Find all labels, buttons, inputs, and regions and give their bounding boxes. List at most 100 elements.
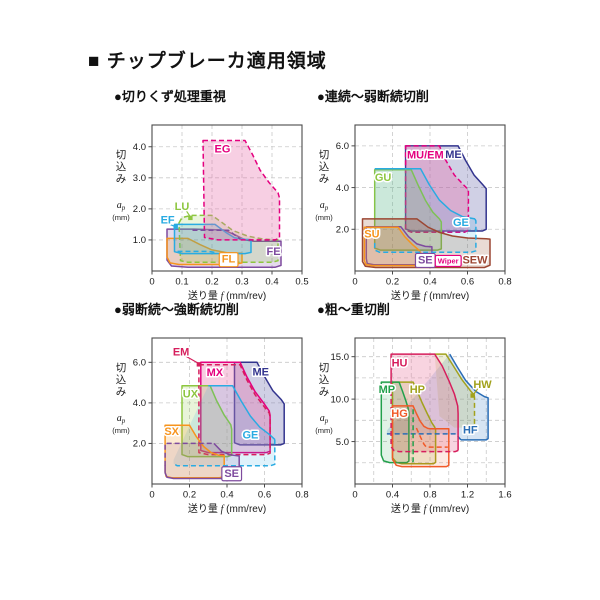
x-tick-label: 0.2 bbox=[183, 490, 196, 501]
region-label-fe: FE bbox=[266, 246, 280, 258]
region-label-hf: HF bbox=[463, 425, 478, 437]
x-tick-label: 0.5 bbox=[295, 277, 308, 288]
region-border-segment bbox=[177, 250, 217, 254]
y-tick-label: 15.0 bbox=[331, 352, 350, 363]
region-em bbox=[198, 364, 271, 456]
region-label-box bbox=[434, 254, 462, 268]
region-label-me: ME bbox=[445, 149, 462, 161]
region-border-segment bbox=[390, 383, 459, 453]
x-tick-label: 1.6 bbox=[498, 490, 511, 501]
label-leader-line bbox=[184, 355, 199, 364]
region-border-segment bbox=[173, 439, 276, 467]
axis-title-y: み bbox=[319, 386, 330, 398]
region-label-ux: UX bbox=[183, 388, 199, 400]
region-mp bbox=[380, 381, 410, 464]
y-tick-label: 5.0 bbox=[336, 437, 349, 448]
region-label-lu: LU bbox=[175, 201, 190, 213]
region-label-mx: MX bbox=[207, 367, 224, 379]
y-tick-label: 10.0 bbox=[331, 394, 350, 405]
region-border-segment bbox=[449, 353, 489, 441]
x-tick-label: 0 bbox=[149, 277, 154, 288]
x-tick-label: 0.4 bbox=[423, 277, 436, 288]
region-label-box bbox=[221, 466, 243, 482]
x-tick-label: 0.1 bbox=[175, 277, 188, 288]
y-tick-label: 3.0 bbox=[133, 173, 146, 184]
chart-block-chip-control: ●切りくず処理重視 0 0.1 0.2 0.3 0.4 0.5 1.0 2.0 3.0 4.0 送り… bbox=[100, 86, 318, 302]
axis-title-y-unit: (mm) bbox=[112, 213, 130, 222]
chart-subtitle-chip-control: ●切りくず処理重視 bbox=[114, 89, 226, 104]
x-tick-label: 0.3 bbox=[235, 277, 248, 288]
leader-marker bbox=[470, 393, 475, 398]
region-border-segment bbox=[386, 433, 462, 441]
region-label-sew: SEW bbox=[462, 255, 488, 267]
chart-subtitle-heavy-cutting: ●粗～重切削 bbox=[317, 302, 390, 317]
x-tick-label: 0 bbox=[149, 490, 154, 501]
axis-title-x: 送り量 f (mm/rev) bbox=[391, 502, 469, 515]
chart-subtitle-continuous-cutting: ●連続～弱断続切削 bbox=[317, 89, 429, 104]
region-border-segment bbox=[208, 384, 276, 440]
x-tick-label: 1.2 bbox=[461, 490, 474, 501]
region-label-hp: HP bbox=[410, 384, 425, 396]
region-border-segment bbox=[390, 353, 459, 451]
axis-title-y-var: ap bbox=[117, 200, 126, 212]
region-label-eg: EG bbox=[215, 143, 231, 155]
axis-title-y: 切 bbox=[319, 149, 330, 161]
region-hf bbox=[386, 354, 489, 440]
region-label-em: EM bbox=[173, 347, 190, 359]
chart-canvas-chip-control: 0 0.1 0.2 0.3 0.4 0.5 1.0 2.0 3.0 4.0 送り量 f (mm/re… bbox=[112, 124, 309, 302]
region-label-gu: GU bbox=[375, 172, 392, 184]
region-label-wiper: Wiper bbox=[438, 256, 459, 265]
leader-marker bbox=[188, 215, 193, 221]
axis-title-y: み bbox=[319, 173, 330, 185]
y-tick-label: 1.0 bbox=[133, 235, 146, 246]
y-tick-label: 4.0 bbox=[133, 142, 146, 153]
region-label-su: SU bbox=[364, 228, 379, 240]
x-tick-label: 0.8 bbox=[295, 490, 308, 501]
x-tick-label: 0 bbox=[352, 277, 357, 288]
axis-title-y-var: ap bbox=[320, 413, 329, 425]
region-label-me: ME bbox=[253, 367, 270, 379]
x-tick-label: 0.6 bbox=[461, 277, 474, 288]
region-label-hg: HG bbox=[391, 408, 408, 420]
region-eg bbox=[202, 139, 281, 241]
axis-title-y: 込 bbox=[116, 161, 127, 173]
chart-block-heavy-cutting: ●粗～重切削 0 0.4 0.8 1.2 1.6 5.0 10.0 15.0 送り量 f (mm… bbox=[303, 299, 521, 515]
region-border-segment bbox=[374, 168, 476, 220]
region-gu bbox=[373, 169, 443, 251]
axis-title-y: 切 bbox=[116, 149, 127, 161]
leader-marker bbox=[173, 224, 178, 230]
region-border-segment bbox=[192, 229, 241, 240]
region-label-box bbox=[218, 252, 239, 268]
y-tick-label: 2.0 bbox=[133, 204, 146, 215]
axis-title-y: み bbox=[116, 386, 127, 398]
x-tick-label: 0.8 bbox=[423, 490, 436, 501]
region-border-segment bbox=[373, 218, 477, 253]
region-border-segment bbox=[415, 427, 448, 448]
region-border-segment bbox=[434, 353, 475, 396]
region-label-mp: MP bbox=[379, 384, 396, 396]
region-border-segment bbox=[410, 409, 414, 463]
plot-border bbox=[151, 124, 303, 272]
x-tick-label: 0.4 bbox=[386, 490, 399, 501]
chart-block-continuous-cutting: ●連続～弱断続切削 0 0.2 0.4 0.6 0.8 2.0 4.0 6.0 送り量 f (m… bbox=[303, 86, 521, 302]
region-label-se: SE bbox=[418, 254, 433, 266]
region-label-hw: HW bbox=[473, 379, 492, 391]
region-label-ge: GE bbox=[453, 217, 469, 229]
axis-title-y: 切 bbox=[319, 362, 330, 374]
region-hu bbox=[391, 354, 459, 452]
axis-title-x: 送り量 f (mm/rev) bbox=[188, 289, 266, 302]
region-label-fl: FL bbox=[222, 254, 236, 266]
region-label-sx: SX bbox=[164, 426, 179, 438]
chart-canvas-interrupted-cutting: 0 0.2 0.4 0.6 0.8 2.0 4.0 6.0 送り量 f (mm/rev) 切込み a… bbox=[112, 337, 309, 515]
axis-title-y-unit: (mm) bbox=[315, 426, 333, 435]
region-fe bbox=[166, 228, 282, 269]
y-tick-label: 6.0 bbox=[336, 141, 349, 152]
region-me bbox=[404, 145, 487, 232]
region-label-ge: GE bbox=[242, 429, 258, 441]
axis-title-y: 込 bbox=[319, 374, 330, 386]
leader-marker bbox=[196, 362, 202, 367]
axis-title-y: 込 bbox=[116, 374, 127, 386]
axis-title-y: 込 bbox=[319, 161, 330, 173]
y-tick-label: 2.0 bbox=[336, 224, 349, 235]
